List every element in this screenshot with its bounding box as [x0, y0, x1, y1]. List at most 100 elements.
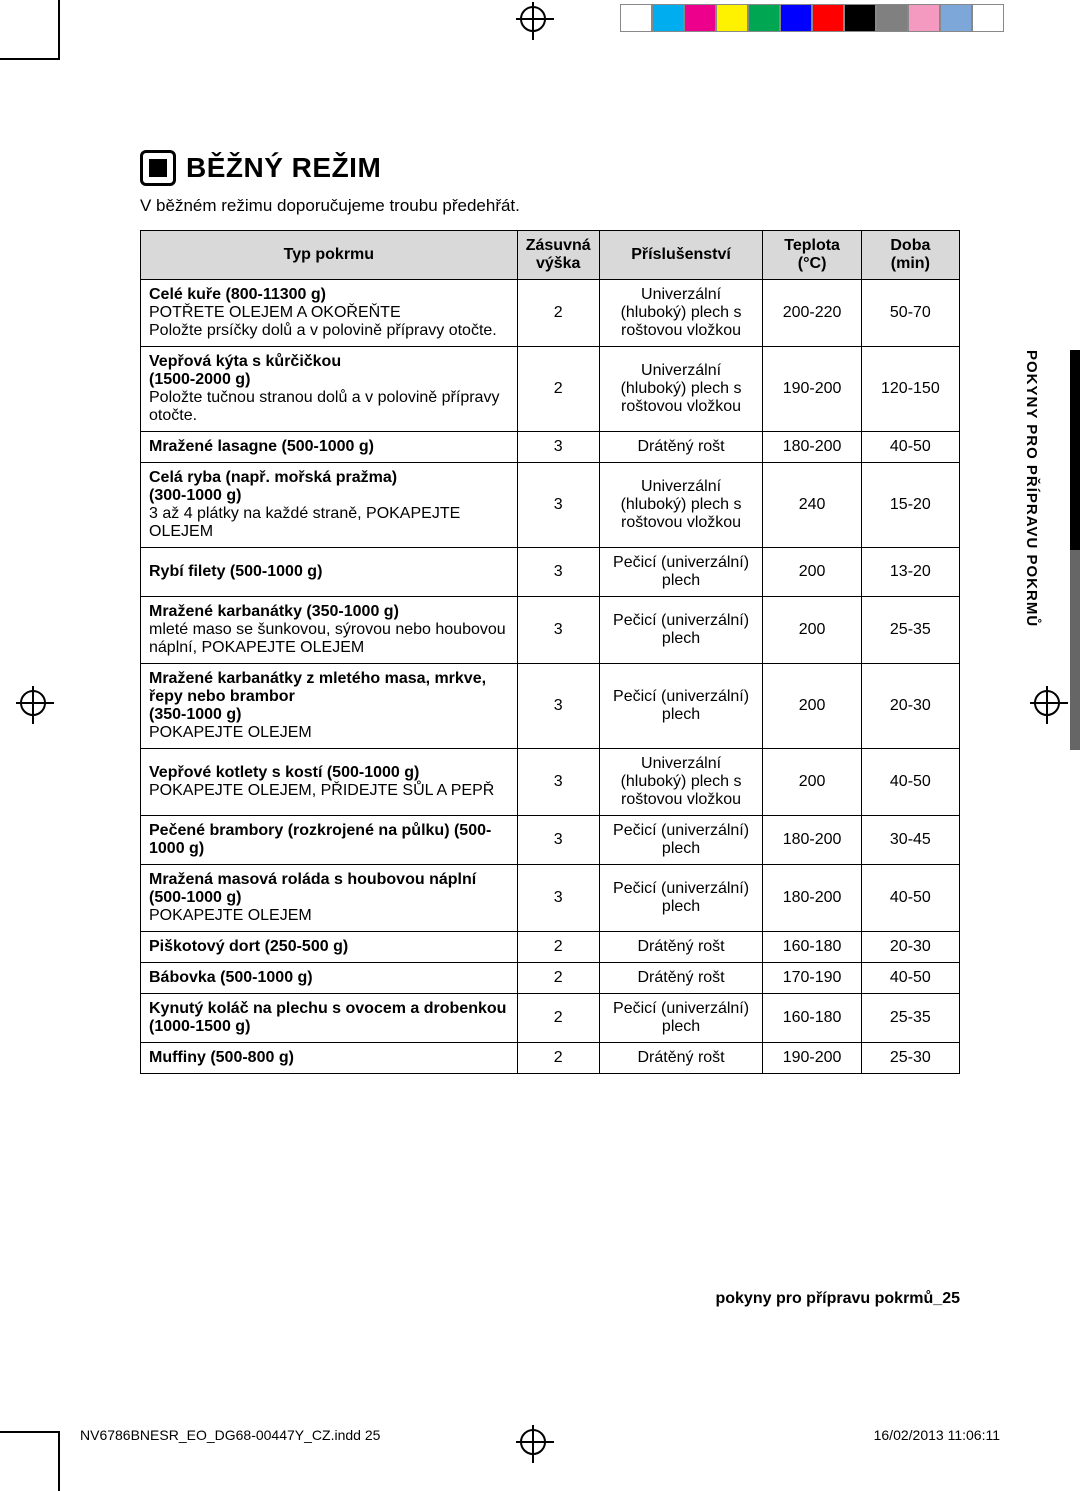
cell-doba: 40-50 [861, 749, 959, 816]
th-typ: Typ pokrmu [141, 231, 518, 280]
cell-doba: 15-20 [861, 463, 959, 548]
cell-zas: 3 [517, 432, 599, 463]
color-swatch [972, 4, 1004, 32]
cell-doba: 40-50 [861, 865, 959, 932]
cell-pris: Pečicí (univerzální) plech [599, 597, 763, 664]
crop-mark [0, 1431, 60, 1433]
color-swatch [748, 4, 780, 32]
registration-target-icon [1034, 690, 1060, 716]
table-row: Vepřové kotlety s kostí (500-1000 g)POKA… [141, 749, 960, 816]
cell-pris: Drátěný rošt [599, 932, 763, 963]
cell-zas: 3 [517, 749, 599, 816]
table-body: Celé kuře (800-11300 g)POTŘETE OLEJEM A … [141, 280, 960, 1074]
cell-pris: Pečicí (univerzální) plech [599, 548, 763, 597]
table-row: Bábovka (500-1000 g)2Drátěný rošt170-190… [141, 963, 960, 994]
cell-doba: 25-30 [861, 1043, 959, 1074]
cell-doba: 20-30 [861, 664, 959, 749]
cell-typ: Celá ryba (např. mořská pražma)(300-1000… [141, 463, 518, 548]
table-row: Mražená masová roláda s houbovou náplní … [141, 865, 960, 932]
cell-tep: 190-200 [763, 347, 861, 432]
th-zas: Zásuvná výška [517, 231, 599, 280]
color-swatch [620, 4, 652, 32]
cell-zas: 3 [517, 463, 599, 548]
print-timestamp: 16/02/2013 11:06:11 [874, 1427, 1000, 1443]
cell-pris: Pečicí (univerzální) plech [599, 664, 763, 749]
print-footer: NV6786BNESR_EO_DG68-00447Y_CZ.indd 25 16… [80, 1427, 1000, 1443]
cell-zas: 2 [517, 932, 599, 963]
cell-zas: 3 [517, 816, 599, 865]
cell-typ: Kynutý koláč na plechu s ovocem a droben… [141, 994, 518, 1043]
cell-tep: 200 [763, 597, 861, 664]
cell-typ: Mražené lasagne (500-1000 g) [141, 432, 518, 463]
cell-typ: Rybí filety (500-1000 g) [141, 548, 518, 597]
cell-tep: 180-200 [763, 816, 861, 865]
intro-text: V běžném režimu doporučujeme troubu před… [140, 196, 960, 216]
cell-doba: 50-70 [861, 280, 959, 347]
color-swatch [780, 4, 812, 32]
cell-pris: Drátěný rošt [599, 963, 763, 994]
cell-tep: 200 [763, 664, 861, 749]
edge-tab-gray [1070, 550, 1080, 750]
cell-zas: 3 [517, 865, 599, 932]
cell-doba: 120-150 [861, 347, 959, 432]
cell-typ: Pečené brambory (rozkrojené na půlku) (5… [141, 816, 518, 865]
cell-doba: 30-45 [861, 816, 959, 865]
cell-pris: Pečicí (univerzální) plech [599, 816, 763, 865]
cell-typ: Mražené karbanátky z mletého masa, mrkve… [141, 664, 518, 749]
cell-zas: 2 [517, 347, 599, 432]
section-side-label: POKYNY PRO PŘÍPRAVU POKRMŮ [1023, 350, 1040, 627]
cell-pris: Univerzální (hluboký) plech s roštovou v… [599, 463, 763, 548]
cell-typ: Celé kuře (800-11300 g)POTŘETE OLEJEM A … [141, 280, 518, 347]
table-row: Pečené brambory (rozkrojené na půlku) (5… [141, 816, 960, 865]
table-row: Celá ryba (např. mořská pražma)(300-1000… [141, 463, 960, 548]
cell-zas: 2 [517, 994, 599, 1043]
color-swatch [908, 4, 940, 32]
th-pris: Příslušenství [599, 231, 763, 280]
cell-tep: 160-180 [763, 932, 861, 963]
print-file: NV6786BNESR_EO_DG68-00447Y_CZ.indd 25 [80, 1427, 380, 1443]
cell-tep: 240 [763, 463, 861, 548]
table-row: Vepřová kýta s kůrčičkou(1500-2000 g)Pol… [141, 347, 960, 432]
cell-pris: Univerzální (hluboký) plech s roštovou v… [599, 749, 763, 816]
cell-typ: Piškotový dort (250-500 g) [141, 932, 518, 963]
cell-typ: Vepřová kýta s kůrčičkou(1500-2000 g)Pol… [141, 347, 518, 432]
cell-zas: 3 [517, 664, 599, 749]
cell-tep: 200 [763, 749, 861, 816]
table-row: Celé kuře (800-11300 g)POTŘETE OLEJEM A … [141, 280, 960, 347]
cell-tep: 180-200 [763, 865, 861, 932]
table-row: Piškotový dort (250-500 g)2Drátěný rošt1… [141, 932, 960, 963]
section-title: BĚŽNÝ REŽIM [186, 152, 381, 184]
th-tep: Teplota (°C) [763, 231, 861, 280]
crop-mark [58, 0, 60, 60]
cell-pris: Drátěný rošt [599, 1043, 763, 1074]
cell-tep: 190-200 [763, 1043, 861, 1074]
color-swatch [940, 4, 972, 32]
color-swatch [812, 4, 844, 32]
table-header-row: Typ pokrmu Zásuvná výška Příslušenství T… [141, 231, 960, 280]
mode-icon [140, 150, 176, 186]
cell-pris: Univerzální (hluboký) plech s roštovou v… [599, 347, 763, 432]
registration-target-icon [520, 6, 546, 32]
page-footer: pokyny pro přípravu pokrmů_25 [140, 1290, 960, 1308]
cell-pris: Pečicí (univerzální) plech [599, 994, 763, 1043]
cell-doba: 40-50 [861, 432, 959, 463]
cell-doba: 40-50 [861, 963, 959, 994]
table-row: Mražené karbanátky (350-1000 g)mleté mas… [141, 597, 960, 664]
cell-doba: 25-35 [861, 994, 959, 1043]
cooking-table: Typ pokrmu Zásuvná výška Příslušenství T… [140, 230, 960, 1074]
cell-doba: 25-35 [861, 597, 959, 664]
cell-doba: 20-30 [861, 932, 959, 963]
table-row: Muffiny (500-800 g)2Drátěný rošt190-2002… [141, 1043, 960, 1074]
cell-tep: 180-200 [763, 432, 861, 463]
cell-pris: Pečicí (univerzální) plech [599, 865, 763, 932]
section-header: BĚŽNÝ REŽIM [140, 150, 960, 186]
cell-pris: Univerzální (hluboký) plech s roštovou v… [599, 280, 763, 347]
cell-zas: 2 [517, 963, 599, 994]
cell-tep: 160-180 [763, 994, 861, 1043]
color-swatch [876, 4, 908, 32]
page: POKYNY PRO PŘÍPRAVU POKRMŮ BĚŽNÝ REŽIM V… [0, 0, 1080, 1491]
cell-zas: 3 [517, 597, 599, 664]
color-swatch [844, 4, 876, 32]
crop-mark [58, 1431, 60, 1491]
table-row: Mražené karbanátky z mletého masa, mrkve… [141, 664, 960, 749]
